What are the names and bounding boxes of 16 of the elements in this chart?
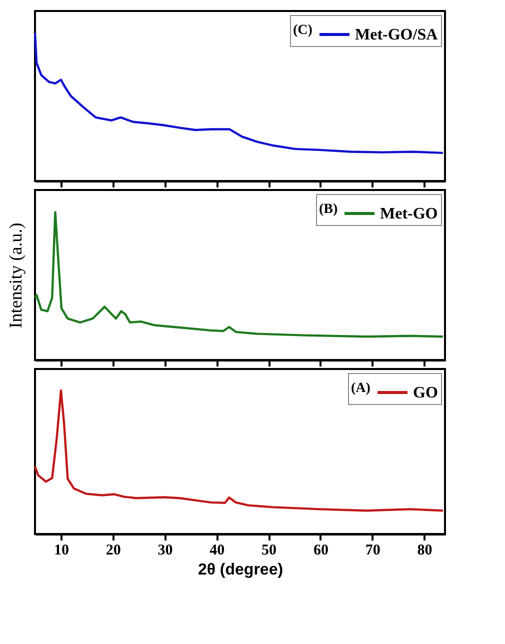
y-axis-title: Intensity (a.u.) xyxy=(6,222,26,328)
legend-label: Met-GO/SA xyxy=(355,26,438,44)
x-tick-label: 60 xyxy=(313,542,328,558)
x-tick-label: 40 xyxy=(210,542,225,558)
x-tick-label: 80 xyxy=(417,542,432,558)
x-axis-title: 2θ (degree) xyxy=(198,562,284,578)
legend-title: (A) xyxy=(351,381,371,396)
legend-label: Met-GO xyxy=(380,206,438,222)
x-tick-label: 70 xyxy=(365,542,380,558)
x-tick-label: 10 xyxy=(54,542,69,558)
x-tick-label: 30 xyxy=(158,542,173,558)
legend-title: (B) xyxy=(319,202,338,217)
legend-label: GO xyxy=(413,384,438,402)
x-tick-label: 50 xyxy=(262,542,277,558)
x-tick-label: 20 xyxy=(106,542,121,558)
legend-title: (C) xyxy=(293,23,313,38)
